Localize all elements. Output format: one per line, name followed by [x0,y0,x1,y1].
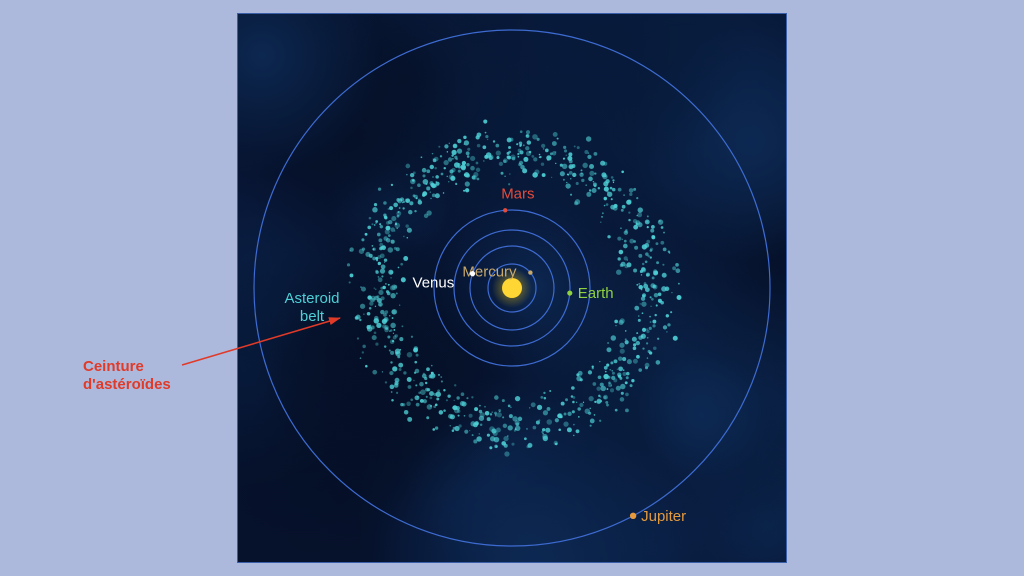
planet-label-earth: Earth [578,285,614,302]
solar-system-diagram: MercuryVenusEarthMarsJupiterAsteroidbelt [237,13,787,563]
planet-label-mars: Mars [501,185,534,202]
annotation-text-line: Ceinture [83,358,171,376]
planet-jupiter [630,513,636,519]
planet-earth [567,290,572,295]
asteroid-belt-label: belt [300,308,325,325]
planet-label-venus: Venus [413,275,455,292]
planet-mercury [528,270,532,274]
annotation-text-line: d'astéroïdes [83,376,171,394]
diagram-svg: MercuryVenusEarthMarsJupiterAsteroidbelt [237,13,787,563]
asteroid-belt-label: Asteroid [284,290,339,307]
sun [502,278,522,298]
external-annotation-label: Ceintured'astéroïdes [83,358,171,394]
planet-label-jupiter: Jupiter [641,508,686,525]
planet-mars [503,208,507,212]
planet-venus [470,271,475,276]
